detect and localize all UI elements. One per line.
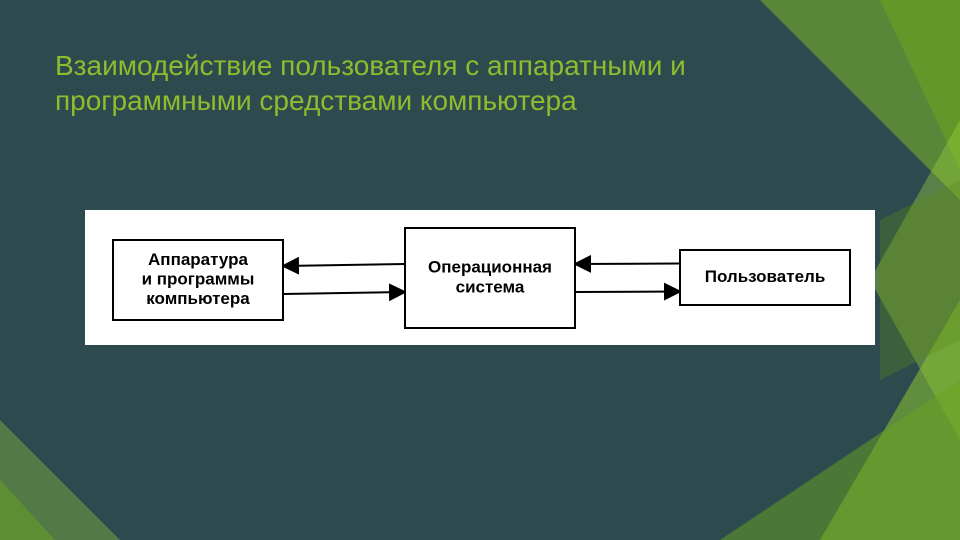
flowchart: Аппаратураи программыкомпьютера Операцион…	[85, 210, 875, 345]
diagram-panel: Аппаратураи программыкомпьютера Операцион…	[85, 210, 875, 345]
flow-arrow	[575, 292, 680, 293]
flow-node-label: система	[456, 277, 525, 296]
flow-node-label: Операционная	[428, 258, 552, 277]
deco-shape	[870, 120, 960, 440]
deco-shape	[880, 180, 960, 380]
deco-shape	[720, 380, 960, 540]
flow-node-label: Аппаратура	[148, 250, 248, 269]
deco-shape	[0, 420, 120, 540]
flow-node-label: и программы	[142, 269, 255, 288]
deco-shape	[0, 480, 55, 540]
slide: Взаимодействие пользователя с аппаратным…	[0, 0, 960, 540]
flow-node-label: Пользователь	[705, 267, 826, 286]
deco-shape	[880, 0, 960, 170]
slide-title: Взаимодействие пользователя с аппаратным…	[55, 48, 835, 118]
flow-arrow	[575, 264, 680, 265]
flow-node-label: компьютера	[146, 289, 250, 308]
